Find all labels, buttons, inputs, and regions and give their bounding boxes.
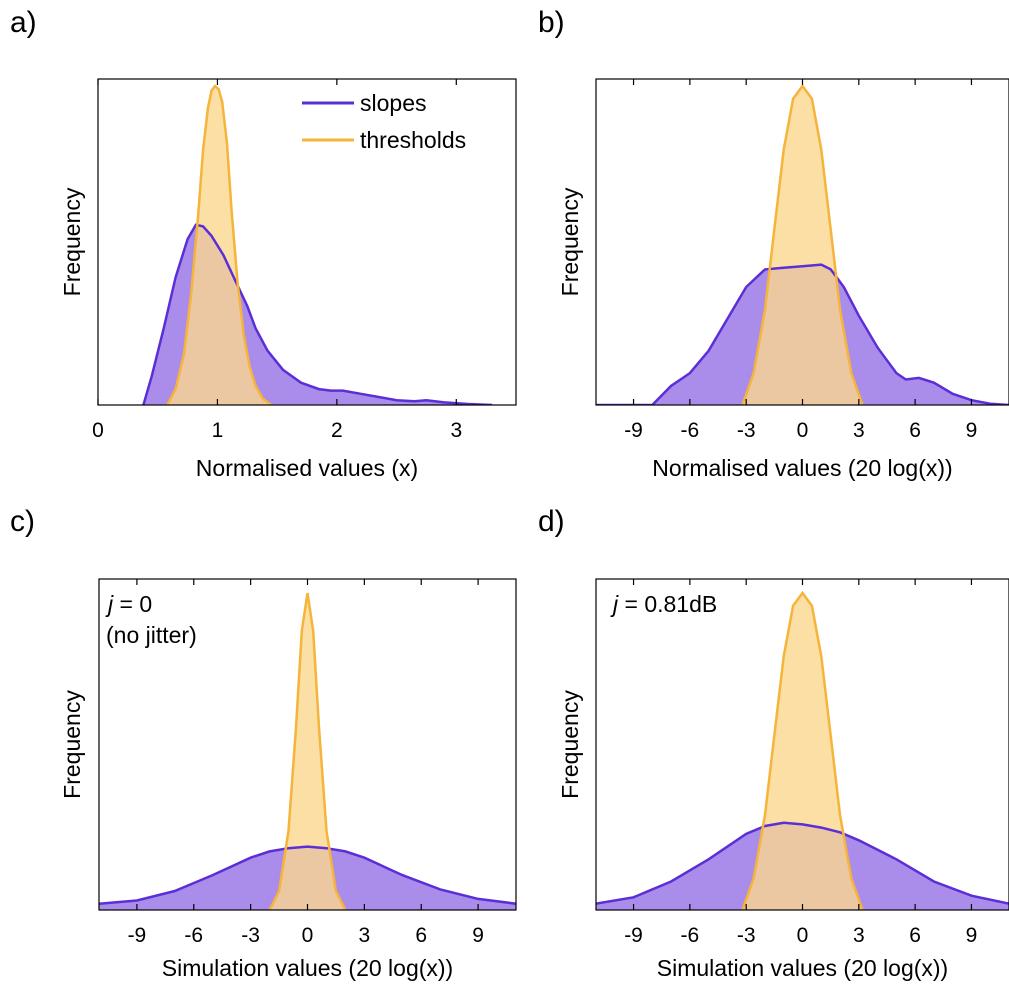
y-axis-label: Frequency — [557, 690, 583, 799]
x-tick-label: 9 — [966, 419, 978, 442]
x-tick-label: 0 — [92, 419, 104, 442]
x-tick-label: -9 — [624, 419, 643, 442]
x-tick-label: 6 — [909, 924, 921, 947]
thresholds-line — [166, 84, 272, 405]
legend-label-slopes: slopes — [360, 90, 426, 116]
x-tick-label: -9 — [624, 924, 643, 947]
plot-area — [99, 592, 516, 910]
x-tick-label: 6 — [909, 419, 921, 442]
slopes-line — [99, 845, 516, 905]
panel-letter: d) — [538, 505, 565, 538]
panel-a: a) 0 1 2 3 Normalised values (x) Frequency slop… — [10, 6, 517, 481]
x-tick-label: 3 — [853, 924, 865, 947]
slopes-line — [142, 223, 493, 405]
x-tick-label: 1 — [212, 419, 224, 442]
x-tick-label: -6 — [681, 924, 700, 947]
x-tick-label: 9 — [966, 924, 978, 947]
jitter-value: = 0 — [113, 591, 152, 617]
x-axis-label: Simulation values (20 log(x)) — [657, 955, 948, 981]
slopes-line — [596, 821, 1009, 905]
jitter-symbol: j — [105, 591, 114, 617]
x-axis-label: Normalised values (x) — [196, 455, 418, 481]
thresholds-line — [268, 592, 347, 910]
thresholds-line — [741, 83, 864, 405]
panel-b: b) -9 -6 -3 0 3 6 9 Normalised values (20 log(x)… — [538, 6, 1009, 481]
panel-letter: c) — [10, 505, 35, 538]
slopes-line — [596, 263, 1009, 405]
axes-box — [97, 78, 517, 406]
thresholds-area — [167, 86, 272, 405]
legend-label-thresholds: thresholds — [360, 127, 466, 153]
jitter-symbol: j — [610, 591, 619, 617]
x-tick-label: -3 — [737, 419, 756, 442]
x-tick-label: 0 — [797, 924, 809, 947]
plot-area — [142, 84, 493, 405]
panel-c: c) -9 -6 -3 0 3 6 9 Simulation values (20 log(x)… — [10, 505, 517, 981]
x-tick-label: 3 — [359, 924, 371, 947]
overlap-area — [596, 823, 1009, 910]
x-tick-label: 0 — [797, 419, 809, 442]
overlap-area — [596, 265, 1009, 405]
panel-letter: b) — [538, 6, 565, 39]
x-tick-label: -3 — [737, 924, 756, 947]
plot-area — [596, 83, 1009, 405]
jitter-annotation: j = 0 — [105, 591, 152, 617]
panel-letter: a) — [10, 6, 37, 39]
x-axis-label: Simulation values (20 log(x)) — [162, 955, 453, 981]
legend: slopes thresholds — [302, 90, 466, 153]
x-tick-label: 6 — [415, 924, 427, 947]
x-tick-label: 3 — [450, 419, 462, 442]
y-axis-label: Frequency — [59, 690, 85, 799]
x-axis-label: Normalised values (20 log(x)) — [652, 455, 952, 481]
thresholds-area — [742, 86, 863, 405]
x-tick-label: 0 — [302, 924, 314, 947]
y-axis-label: Frequency — [59, 187, 85, 296]
x-tick-label: -3 — [241, 924, 260, 947]
plot-area — [596, 590, 1009, 910]
jitter-note: (no jitter) — [106, 622, 197, 648]
x-tick-label: -6 — [184, 924, 203, 947]
y-axis-label: Frequency — [557, 187, 583, 296]
x-tick-label: -9 — [128, 924, 147, 947]
x-tick-label: 2 — [331, 419, 343, 442]
thresholds-line — [741, 590, 864, 910]
x-tick-label: 9 — [472, 924, 484, 947]
jitter-annotation: j = 0.81dB — [610, 591, 717, 617]
jitter-value: = 0.81dB — [618, 591, 717, 617]
overlap-area — [99, 847, 516, 910]
x-tick-label: 3 — [853, 419, 865, 442]
x-tick-label: -6 — [681, 419, 700, 442]
panel-d: d) -9 -6 -3 0 3 6 9 Simulation values (20 log(x)… — [538, 505, 1009, 981]
